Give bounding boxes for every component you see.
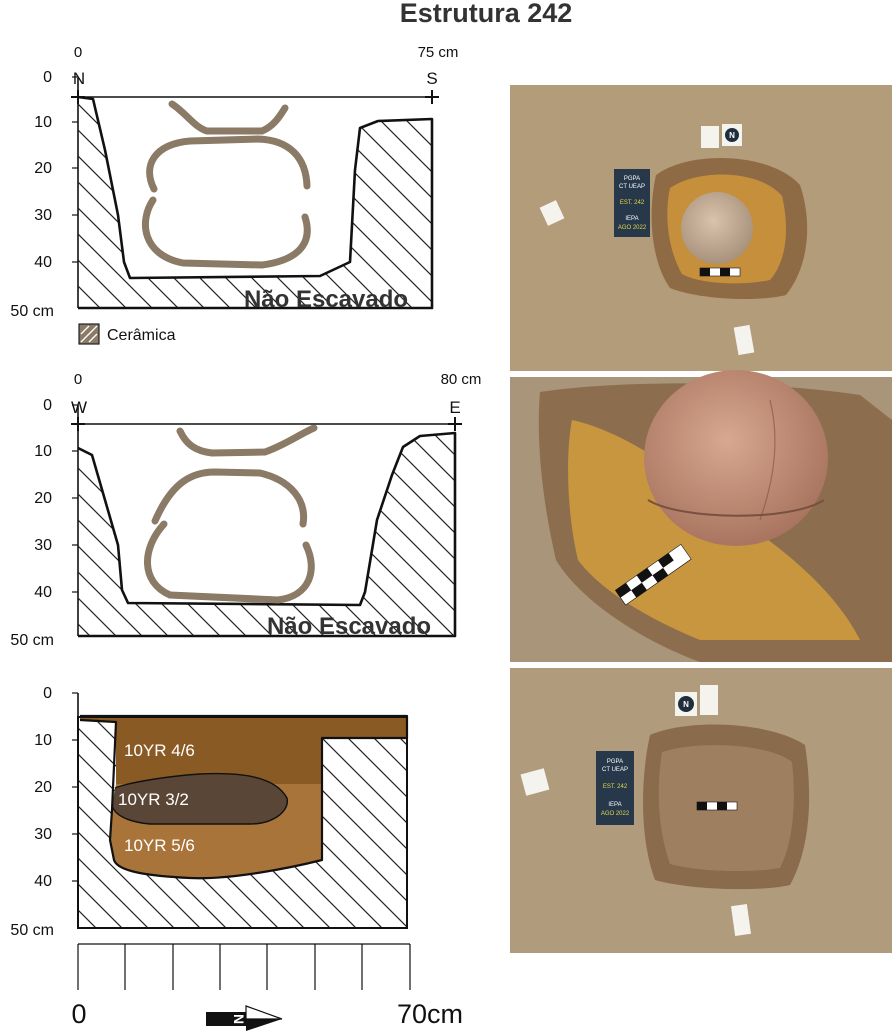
direction-right-label: S <box>426 69 437 88</box>
y-tick-label: 30 <box>34 207 52 224</box>
pit-outline <box>77 431 457 638</box>
svg-text:CT UEAP: CT UEAP <box>602 767 628 773</box>
profile-soil-layers: 0 10 20 30 40 50 cm 10YR 4/6 10YR 3/2 10… <box>10 685 409 939</box>
svg-text:IEPA: IEPA <box>625 216 638 222</box>
y-tick-label: 10 <box>34 443 52 460</box>
svg-text:AGO 2022: AGO 2022 <box>601 811 630 817</box>
direction-right-label: E <box>449 398 460 417</box>
y-tick-marks <box>72 404 78 593</box>
north-arrow-icon: N <box>206 1005 283 1031</box>
svg-text:CT UEAP: CT UEAP <box>619 184 645 190</box>
unexcavated-label: Não Escavado <box>267 613 431 640</box>
ceramic-pot <box>681 192 753 264</box>
y-tick-label: 30 <box>34 537 52 554</box>
soil-layer-label: 10YR 3/2 <box>118 790 189 809</box>
ceramic-vessel <box>144 424 318 604</box>
y-tick-label: 0 <box>43 685 52 702</box>
photo-empty-pit: PGPA CT UEAP EST. 242 IEPA AGO 2022 N <box>510 668 892 953</box>
direction-left-label: W <box>71 398 87 417</box>
svg-text:PGPA: PGPA <box>607 759 623 765</box>
figure-title: Estrutura 242 <box>400 0 573 28</box>
y-tick-label: 40 <box>34 873 52 890</box>
unexcavated-area <box>78 433 455 636</box>
photo-id-board <box>614 169 650 237</box>
y-tick-label: 20 <box>34 779 52 796</box>
unexcavated-label: Não Escavado <box>244 286 408 313</box>
svg-text:N: N <box>729 131 735 140</box>
ceramic-vessel <box>141 100 311 269</box>
y-tick-label: 20 <box>34 160 52 177</box>
paper-tag <box>733 324 755 356</box>
photo-top-view-pot: PGPA CT UEAP EST. 242 IEPA AGO 2022 N <box>510 85 892 371</box>
svg-text:N: N <box>683 700 689 709</box>
soil-layer-10yr-4-6 <box>80 716 407 784</box>
unexcavated-area <box>78 97 432 308</box>
paper-tag <box>730 904 752 936</box>
ceramic-legend-label: Cerâmica <box>107 327 176 344</box>
scale-ticks <box>77 944 411 990</box>
x-start-label: 0 <box>74 44 82 61</box>
north-badge-icon <box>725 128 739 142</box>
y-end-label: 50 cm <box>10 303 54 320</box>
y-tick-label: 40 <box>34 584 52 601</box>
x-start-label: 0 <box>74 371 82 388</box>
y-tick-label: 0 <box>43 69 52 86</box>
profile-ns: 0 75 cm N S 0 10 20 30 40 50 cm Não <box>10 44 459 345</box>
photo-closeup-pot <box>510 370 892 662</box>
x-end-label: 75 cm <box>418 44 459 61</box>
scale-start-label: 0 <box>71 999 86 1029</box>
svg-text:PGPA: PGPA <box>624 176 640 182</box>
soil-layer-10yr-3-2 <box>112 773 288 824</box>
y-tick-label: 40 <box>34 254 52 271</box>
photo-id-board <box>596 751 634 825</box>
pit-outline <box>79 714 409 880</box>
y-tick-label: 10 <box>34 114 52 131</box>
scale-end-label: 70cm <box>397 999 463 1029</box>
north-badge-icon <box>678 696 694 712</box>
soil-layer-label: 10YR 5/6 <box>124 836 195 855</box>
ceramic-pot <box>644 370 828 546</box>
y-tick-label: 10 <box>34 732 52 749</box>
y-tick-label: 0 <box>43 397 52 414</box>
profile-frame <box>77 716 408 929</box>
soil-layer-label: 10YR 4/6 <box>124 741 195 760</box>
paper-tag <box>520 768 550 796</box>
y-tick-label: 20 <box>34 490 52 507</box>
paper-tag <box>700 685 718 715</box>
y-tick-label: 30 <box>34 826 52 843</box>
y-end-label: 50 cm <box>10 922 54 939</box>
scale-bar: 0 70cm N <box>71 943 463 1031</box>
paper-tag <box>539 200 565 226</box>
x-end-label: 80 cm <box>441 371 482 388</box>
svg-text:AGO 2022: AGO 2022 <box>618 225 647 231</box>
north-arrow-letter: N <box>231 1014 247 1024</box>
profile-we: 0 80 cm W E 0 10 20 30 40 50 cm Não Esca… <box>10 371 481 649</box>
pit-outline <box>77 95 434 310</box>
svg-text:IEPA: IEPA <box>608 802 621 808</box>
svg-text:EST. 242: EST. 242 <box>603 784 628 790</box>
paper-tag <box>701 126 719 148</box>
y-tick-marks <box>72 76 78 263</box>
photo-scale-bar <box>614 543 692 606</box>
svg-text:EST. 242: EST. 242 <box>620 200 645 206</box>
direction-left-label: N <box>73 69 85 88</box>
y-end-label: 50 cm <box>10 632 54 649</box>
